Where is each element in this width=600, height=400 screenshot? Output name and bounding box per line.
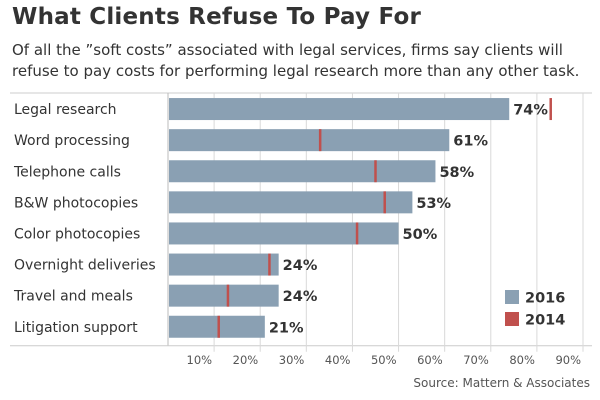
x-tick-label: 60% <box>417 353 443 367</box>
x-tick-label: 50% <box>371 353 397 367</box>
bar-2016 <box>169 222 399 245</box>
legend-label-2016: 2016 <box>525 291 565 307</box>
bar-2016 <box>169 98 510 121</box>
bar-2016 <box>169 284 279 307</box>
value-label: 24% <box>283 289 318 305</box>
value-label: 61% <box>453 134 488 150</box>
value-label: 74% <box>513 103 548 119</box>
value-label: 53% <box>416 196 451 212</box>
value-label: 21% <box>269 320 304 336</box>
bar-2016 <box>169 160 436 183</box>
bar-2016 <box>169 253 279 276</box>
category-label: Legal research <box>14 102 117 118</box>
x-tick-label: 10% <box>187 353 213 367</box>
x-tick-label: 70% <box>463 353 489 367</box>
legend-label-2014: 2014 <box>525 313 565 329</box>
chart-title: What Clients Refuse To Pay For <box>12 4 421 30</box>
x-tick-label: 20% <box>233 353 259 367</box>
category-label: Overnight deliveries <box>14 258 156 274</box>
x-tick-label: 30% <box>279 353 305 367</box>
bar-2016 <box>169 315 265 338</box>
chart-subtitle: Of all the ”soft costs” associated with … <box>12 41 580 80</box>
category-label: Litigation support <box>14 320 138 336</box>
x-tick-label: 90% <box>555 353 581 367</box>
value-label: 24% <box>283 258 318 274</box>
category-label: Word processing <box>14 133 130 149</box>
value-label: 58% <box>439 165 474 181</box>
x-tick-label: 80% <box>509 353 535 367</box>
bar-2016 <box>169 129 450 152</box>
x-tick-label: 40% <box>325 353 351 367</box>
source-note: Source: Mattern & Associates <box>413 376 590 390</box>
legend-swatch-2014 <box>505 312 519 326</box>
category-label: Color photocopies <box>14 226 140 242</box>
value-label: 50% <box>403 227 438 243</box>
bar-2016 <box>169 191 413 214</box>
category-label: Telephone calls <box>13 164 121 180</box>
legend-swatch-2016 <box>505 290 519 304</box>
category-label: Travel and meals <box>13 289 133 305</box>
category-label: B&W photocopies <box>14 195 138 211</box>
